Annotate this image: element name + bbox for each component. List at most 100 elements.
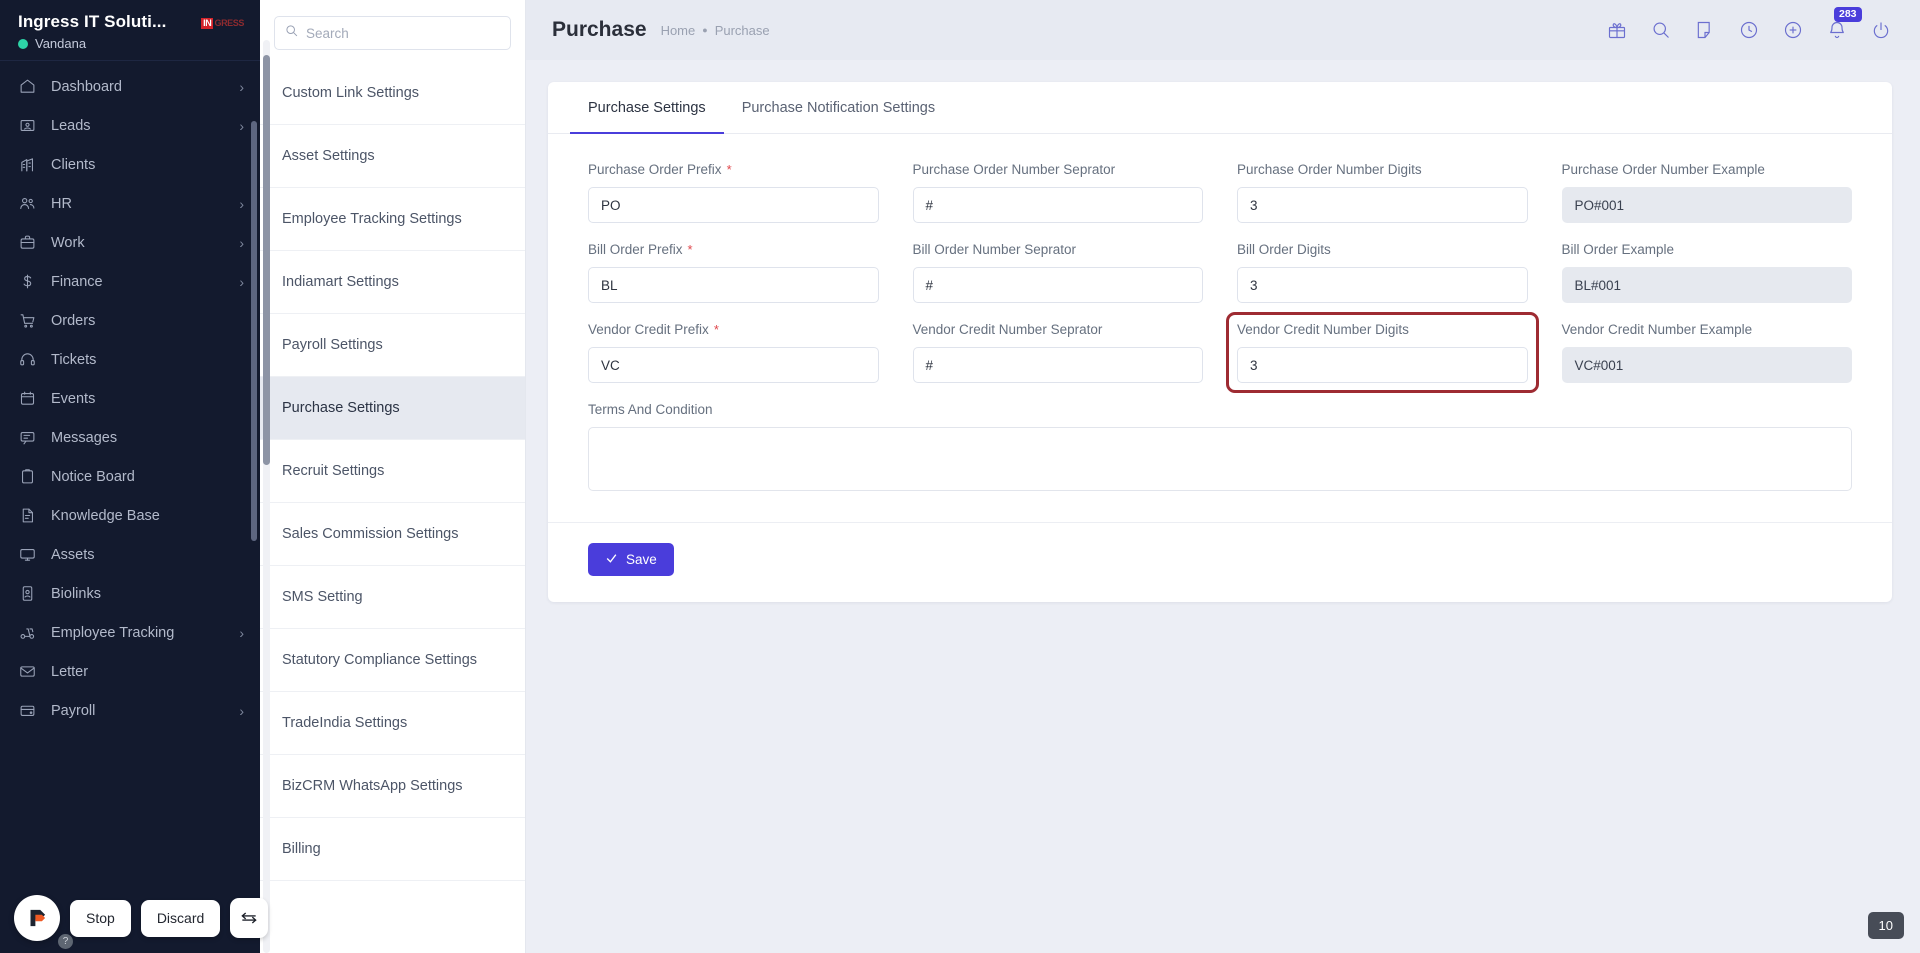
label-bill-prefix: Bill Order Prefix *	[588, 242, 879, 257]
online-status-dot	[18, 38, 28, 49]
sidebar-item-label: Events	[51, 390, 96, 407]
bell-icon[interactable]: 283	[1826, 7, 1862, 41]
sidebar-item-biolinks[interactable]: Biolinks	[0, 574, 260, 613]
input-bill-separator[interactable]: #	[912, 267, 1203, 303]
input-vc-digits[interactable]: 3	[1237, 347, 1528, 383]
sidebar-item-knowledge-base[interactable]: Knowledge Base	[0, 496, 260, 535]
briefcase-icon	[18, 233, 37, 252]
monitor-icon	[18, 545, 37, 564]
sidebar-item-payroll[interactable]: Payroll ›	[0, 691, 260, 730]
settings-item-bizcrm-whatsapp-settings[interactable]: BizCRM WhatsApp Settings	[260, 755, 525, 818]
sidebar-item-dashboard[interactable]: Dashboard ›	[0, 67, 260, 106]
input-vc-prefix[interactable]: VC	[588, 347, 879, 383]
sidebar-item-label: Clients	[51, 156, 96, 173]
sidebar-item-clients[interactable]: Clients	[0, 145, 260, 184]
help-icon[interactable]: ?	[58, 934, 73, 949]
settings-item-billing[interactable]: Billing	[260, 818, 525, 881]
settings-item-custom-link-settings[interactable]: Custom Link Settings	[260, 62, 525, 125]
clock-icon[interactable]	[1738, 19, 1760, 41]
sidebar-item-label: Finance	[51, 273, 103, 290]
settings-item-sales-commission-settings[interactable]: Sales Commission Settings	[260, 503, 525, 566]
input-bill-digits[interactable]: 3	[1237, 267, 1528, 303]
settings-item-purchase-settings[interactable]: Purchase Settings	[260, 377, 525, 440]
power-icon[interactable]	[1870, 19, 1892, 41]
field-vc-separator: Vendor Credit Number Seprator #	[912, 322, 1203, 383]
breadcrumb-home[interactable]: Home	[660, 22, 696, 38]
input-po-prefix[interactable]: PO	[588, 187, 879, 223]
sidebar-item-tickets[interactable]: Tickets	[0, 340, 260, 379]
tab-purchase-notification-settings[interactable]: Purchase Notification Settings	[741, 100, 936, 116]
home-icon	[18, 77, 37, 96]
sidebar-item-label: Leads	[51, 117, 91, 134]
required-marker: *	[687, 242, 693, 257]
input-po-separator[interactable]: #	[912, 187, 1203, 223]
people-icon	[18, 194, 37, 213]
tab-purchase-settings[interactable]: Purchase Settings	[570, 82, 724, 134]
sidebar-item-events[interactable]: Events	[0, 379, 260, 418]
gift-icon[interactable]	[1606, 19, 1628, 41]
sidebar-item-notice-board[interactable]: Notice Board	[0, 457, 260, 496]
sidebar-scrollbar[interactable]	[251, 121, 257, 541]
form-row-vendor-credit: Vendor Credit Prefix * VC Vendor Credit …	[588, 312, 1852, 393]
sidebar-item-label: Knowledge Base	[51, 507, 160, 524]
plus-circle-icon[interactable]	[1782, 19, 1804, 41]
stop-button[interactable]: Stop	[70, 899, 131, 937]
label-po-prefix: Purchase Order Prefix *	[588, 162, 879, 177]
label-terms: Terms And Condition	[588, 402, 713, 417]
search-icon	[285, 24, 298, 42]
sidebar-item-assets[interactable]: Assets	[0, 535, 260, 574]
label-po-example: Purchase Order Number Example	[1561, 162, 1765, 177]
input-vc-separator[interactable]: #	[912, 347, 1203, 383]
settings-item-asset-settings[interactable]: Asset Settings	[260, 125, 525, 188]
content-area: Purchase Settings Purchase Notification …	[526, 60, 1920, 953]
field-bill-example: Bill Order Example BL#001	[1561, 242, 1852, 303]
sidebar-item-employee-tracking[interactable]: Employee Tracking ›	[0, 613, 260, 652]
terms-textarea[interactable]	[588, 427, 1852, 491]
sidebar-item-finance[interactable]: Finance ›	[0, 262, 260, 301]
settings-item-sms-setting[interactable]: SMS Setting	[260, 566, 525, 629]
envelope-icon	[18, 662, 37, 681]
value-po-example: PO#001	[1561, 187, 1852, 223]
id-card-icon	[18, 116, 37, 135]
settings-item-statutory-compliance-settings[interactable]: Statutory Compliance Settings	[260, 629, 525, 692]
logo-mark: IN	[201, 18, 214, 29]
logo-word: GRESS	[214, 18, 244, 28]
sidebar-item-work[interactable]: Work ›	[0, 223, 260, 262]
settings-item-employee-tracking-settings[interactable]: Employee Tracking Settings	[260, 188, 525, 251]
settings-item-recruit-settings[interactable]: Recruit Settings	[260, 440, 525, 503]
sidebar-item-messages[interactable]: Messages	[0, 418, 260, 457]
label-vc-prefix: Vendor Credit Prefix *	[588, 322, 879, 337]
label-vc-separator: Vendor Credit Number Seprator	[912, 322, 1103, 337]
label-bill-digits: Bill Order Digits	[1237, 242, 1331, 257]
input-po-digits[interactable]: 3	[1237, 187, 1528, 223]
settings-item-indiamart-settings[interactable]: Indiamart Settings	[260, 251, 525, 314]
company-logo: IN GRESS	[201, 18, 244, 29]
settings-scrollbar-thumb[interactable]	[263, 55, 270, 465]
app-logo-icon[interactable]	[14, 895, 60, 941]
sidebar-item-label: Assets	[51, 546, 95, 563]
page-title: Purchase	[552, 18, 647, 41]
save-button[interactable]: Save	[588, 543, 674, 576]
breadcrumb-current: Purchase	[714, 22, 770, 38]
settings-item-payroll-settings[interactable]: Payroll Settings	[260, 314, 525, 377]
sidebar-item-hr[interactable]: HR ›	[0, 184, 260, 223]
sidebar-item-letter[interactable]: Letter	[0, 652, 260, 691]
user-name: Vandana	[35, 36, 87, 51]
sidebar-item-leads[interactable]: Leads ›	[0, 106, 260, 145]
required-marker: *	[713, 322, 719, 337]
label-po-digits: Purchase Order Number Digits	[1237, 162, 1422, 177]
swap-arrows-icon[interactable]	[230, 898, 269, 938]
settings-item-tradeindia-settings[interactable]: TradeIndia Settings	[260, 692, 525, 755]
form-row-bill-order: Bill Order Prefix * BL Bill Order Number…	[588, 242, 1852, 303]
dollar-icon	[18, 272, 37, 291]
sidebar-item-orders[interactable]: Orders	[0, 301, 260, 340]
settings-search-box[interactable]	[274, 16, 511, 50]
discard-button[interactable]: Discard	[140, 899, 221, 937]
brand-header: Ingress IT Soluti... Vandana IN GRESS	[0, 0, 260, 60]
breadcrumb: Home ● Purchase	[661, 23, 770, 38]
search-input[interactable]	[306, 25, 500, 41]
settings-card: Purchase Settings Purchase Notification …	[548, 82, 1892, 602]
note-icon[interactable]	[1694, 19, 1716, 41]
search-icon[interactable]	[1650, 19, 1672, 41]
input-bill-prefix[interactable]: BL	[588, 267, 879, 303]
